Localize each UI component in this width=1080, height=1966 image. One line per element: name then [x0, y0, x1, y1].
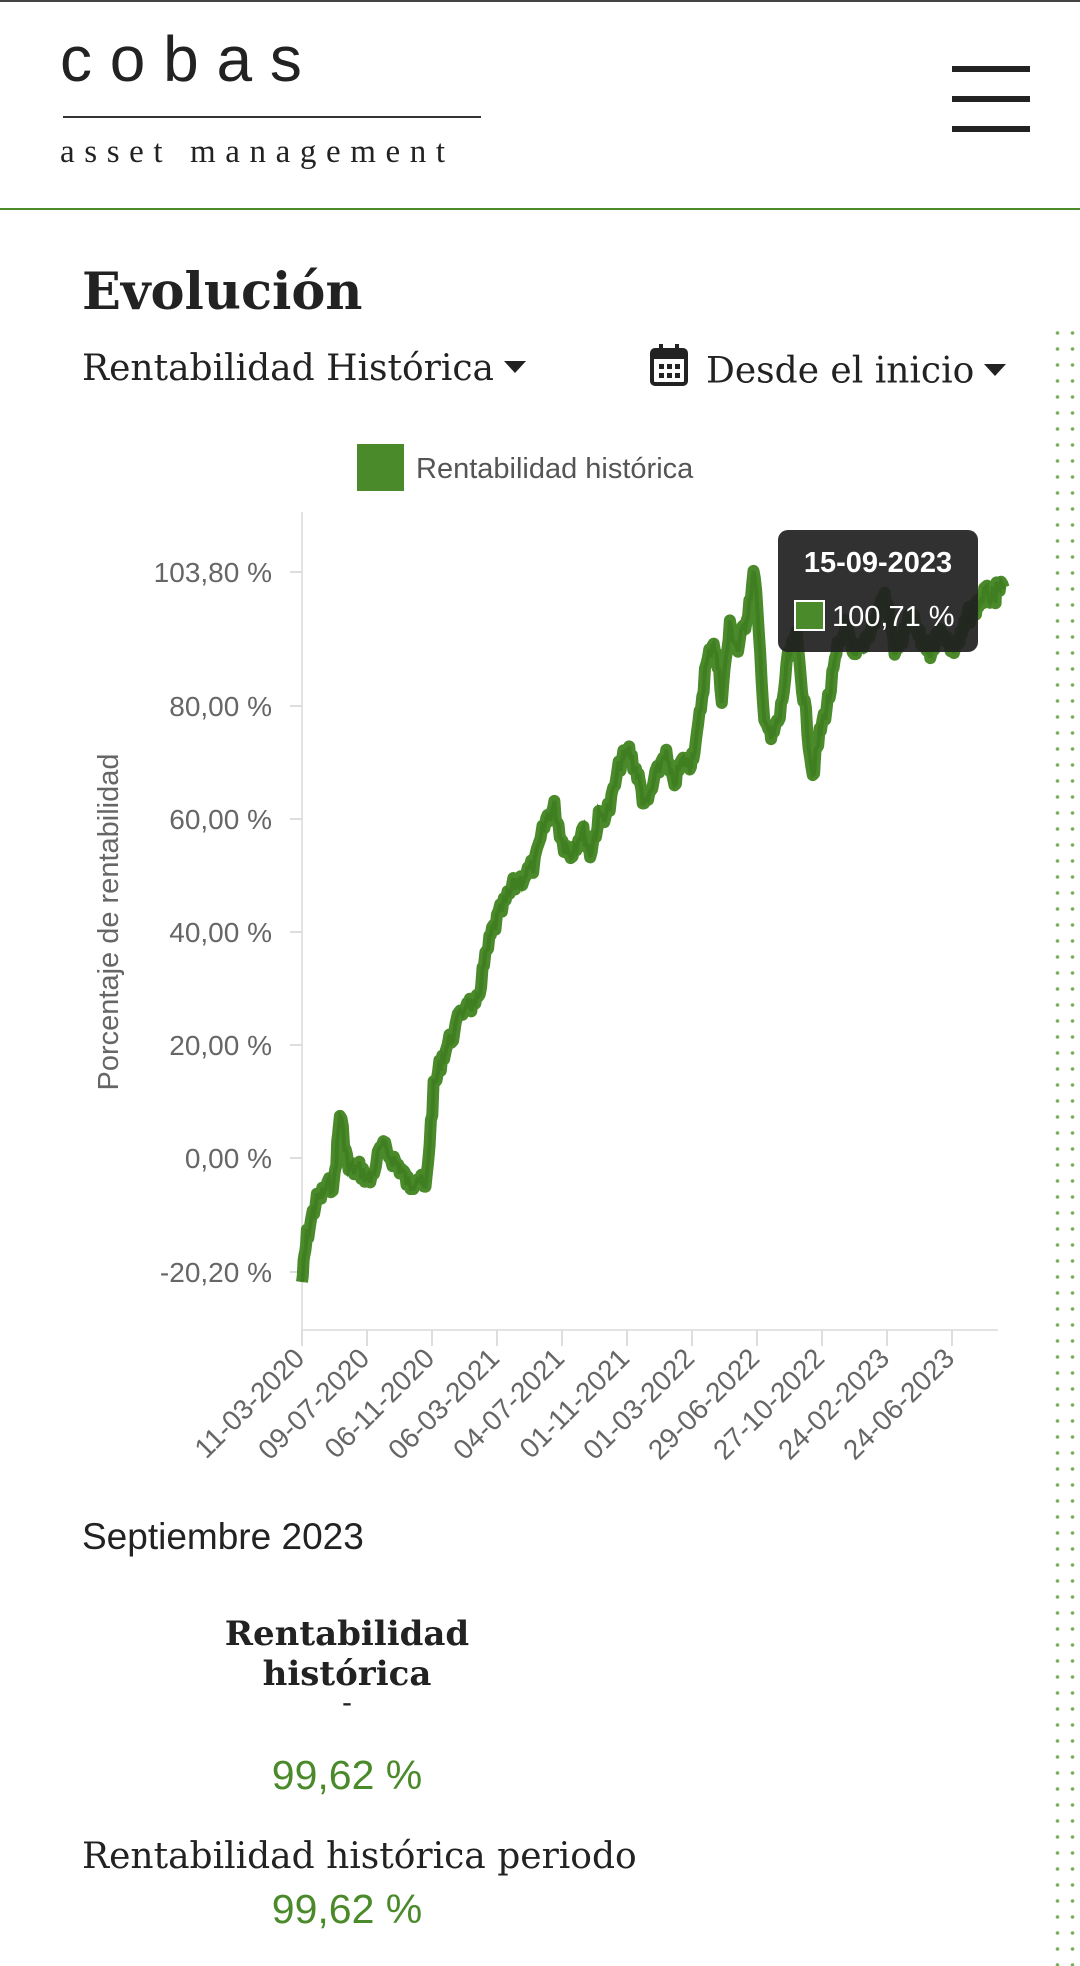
period-stat-value: 99,62 % — [271, 1886, 423, 1932]
logo-tagline: asset management — [60, 134, 455, 170]
site-header: c o b a s asset management — [0, 0, 1080, 210]
y-tick-label: 20,00 % — [169, 1030, 272, 1061]
page-title: Evolución — [82, 262, 363, 322]
legend-label: Rentabilidad histórica — [416, 453, 694, 485]
chevron-down-icon — [984, 363, 1007, 376]
stat-title: Rentabilidad histórica — [224, 1614, 470, 1694]
stat-value: 99,62 % — [271, 1752, 423, 1798]
y-axis-label: Porcentaje de rentabilidad — [93, 754, 125, 1091]
logo-wordmark[interactable]: c o b a s — [60, 23, 302, 95]
calendar-icon — [650, 344, 688, 395]
y-tick-label: 103,80 % — [154, 557, 272, 588]
period-label: Septiembre 2023 — [82, 1516, 364, 1557]
chart-legend[interactable]: Rentabilidad histórica — [357, 444, 694, 491]
returns-chart: Rentabilidad histórica Porcentaje de ren… — [93, 444, 1010, 1466]
hamburger-menu-icon[interactable] — [952, 66, 1030, 132]
tooltip-date: 15-09-2023 — [804, 547, 952, 579]
period-stat-label: Rentabilidad histórica periodo — [82, 1836, 637, 1877]
metric-dropdown-label: Rentabilidad Histórica — [82, 348, 494, 389]
stat-placeholder: - — [342, 1686, 352, 1719]
range-dropdown-label: Desde el inicio — [706, 350, 975, 392]
y-tick-label: 60,00 % — [169, 804, 272, 835]
tooltip-value: 100,71 % — [832, 601, 955, 633]
chevron-down-icon — [503, 361, 526, 373]
metric-dropdown[interactable]: Rentabilidad Histórica — [82, 348, 526, 389]
legend-swatch — [357, 444, 404, 491]
series-line-core — [300, 570, 1006, 1283]
y-tick-label: 40,00 % — [169, 917, 272, 948]
chart-tooltip: 15-09-2023 100,71 % — [778, 530, 978, 652]
tooltip-swatch — [794, 600, 825, 631]
logo-divider — [63, 116, 481, 118]
decorative-dotted-rail — [1050, 325, 1080, 1966]
y-tick-label: 0,00 % — [185, 1143, 272, 1174]
tooltip-box — [778, 530, 978, 652]
range-dropdown[interactable]: Desde el inicio — [650, 344, 1007, 399]
y-tick-label: 80,00 % — [169, 691, 272, 722]
top-border — [0, 0, 1080, 2]
y-tick-label: -20,20 % — [160, 1257, 272, 1288]
